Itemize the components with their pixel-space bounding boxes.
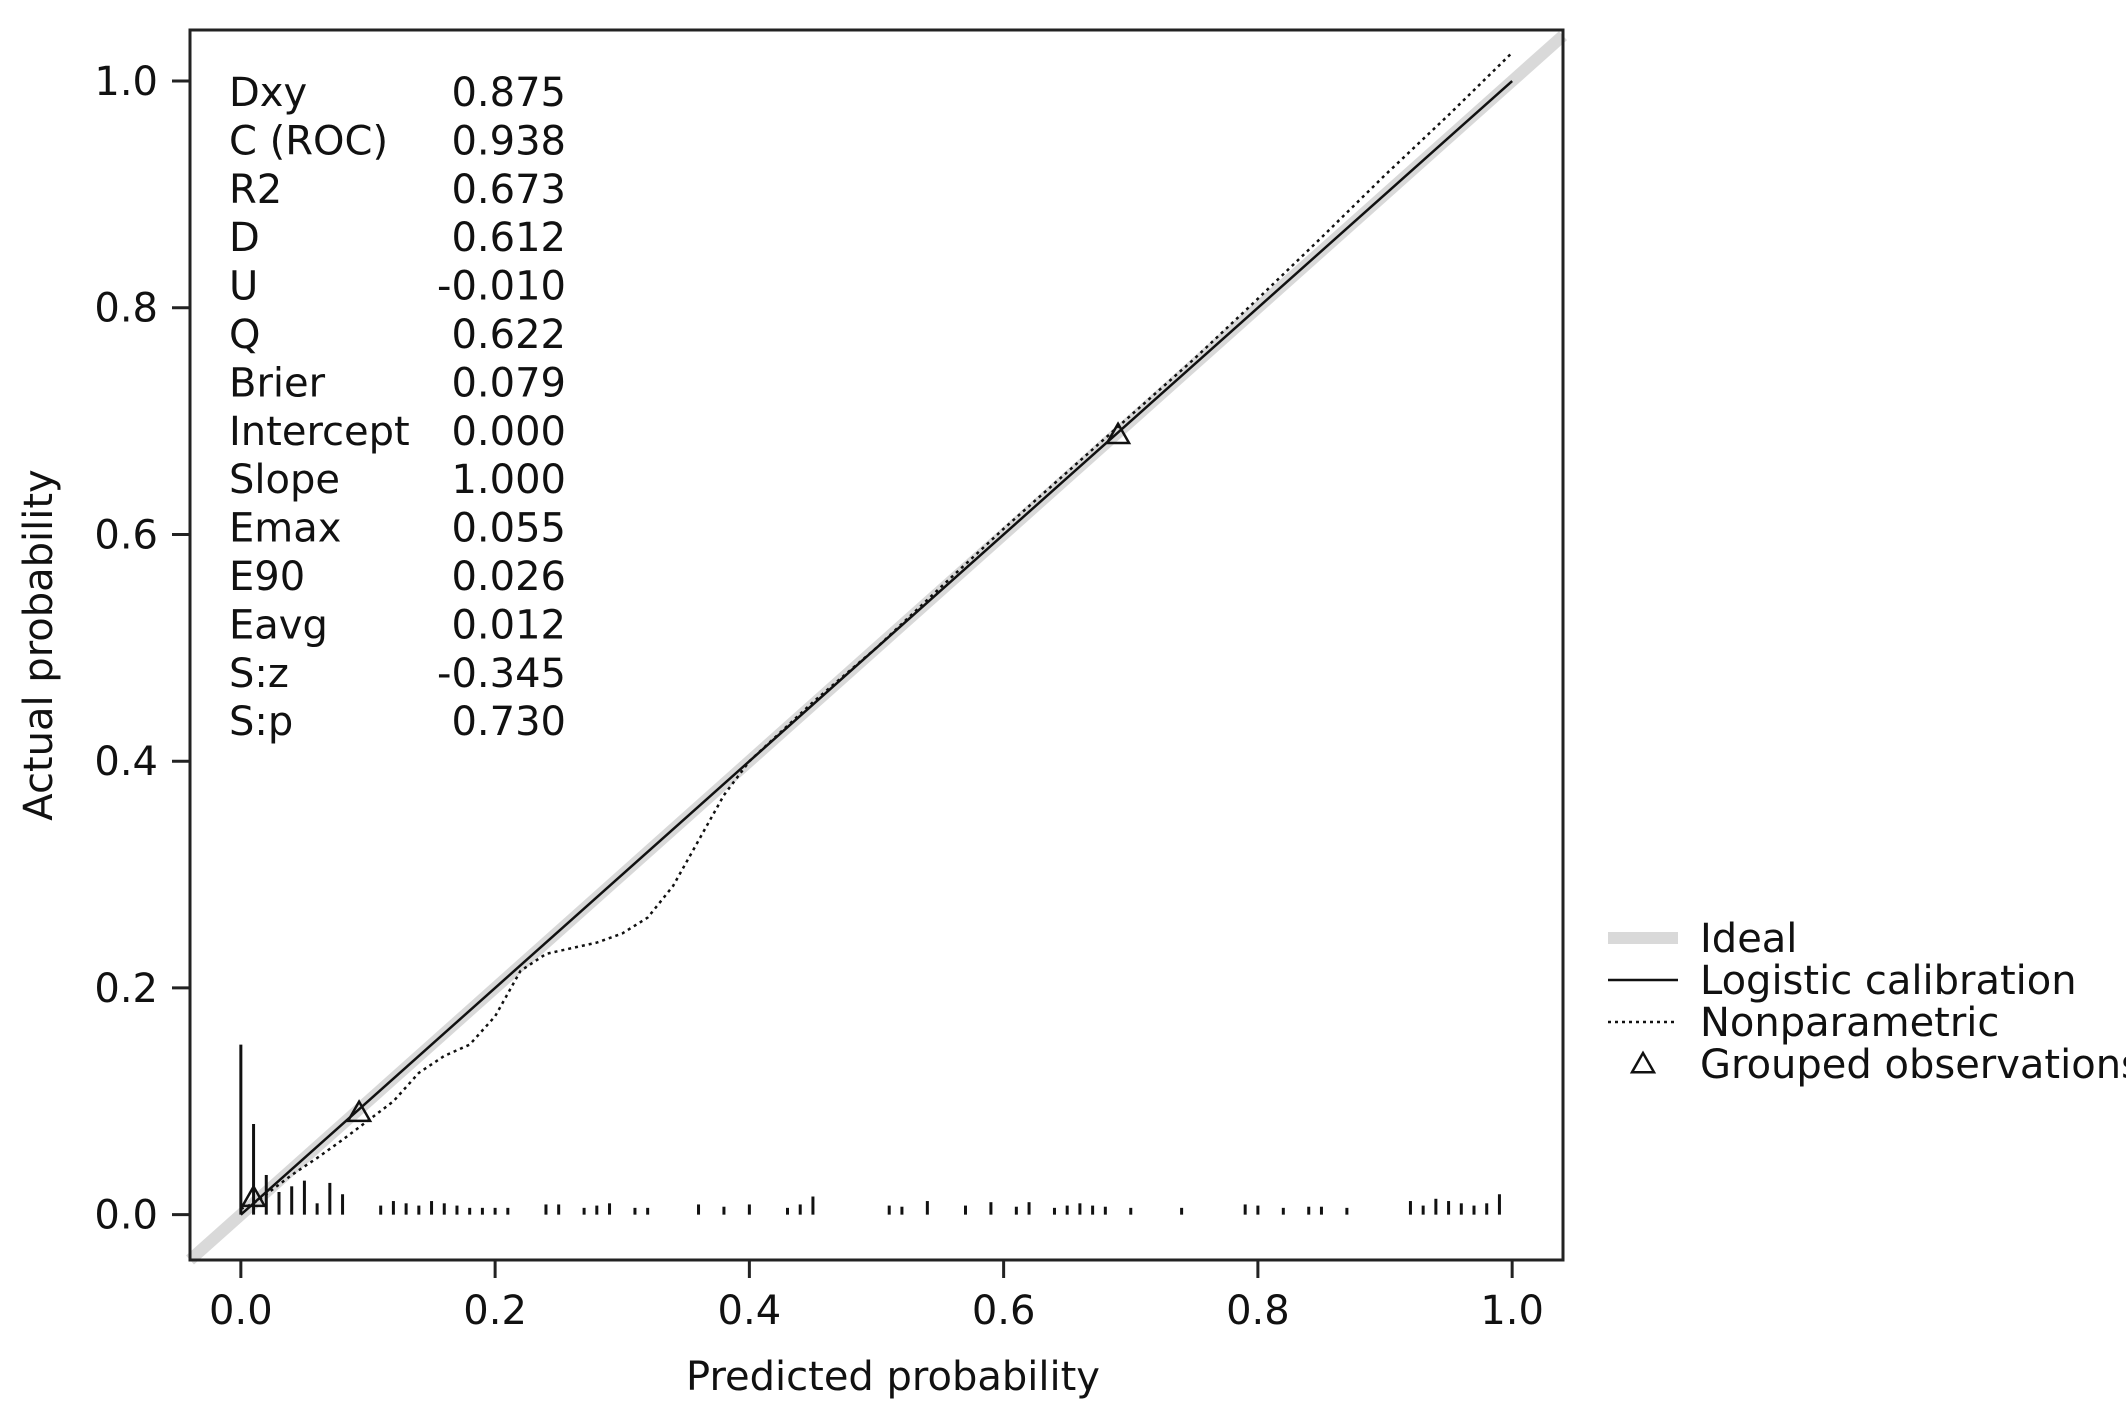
stat-label: C (ROC) xyxy=(229,118,388,164)
y-axis-title: Actual probability xyxy=(16,469,62,820)
grouped-observations-layer xyxy=(240,421,1132,1208)
stat-value: 0.612 xyxy=(451,215,566,261)
stats-block: Dxy 0.875 C (ROC) 0.938 R2 0.673 D 0.612 U -0.010… xyxy=(229,70,566,745)
grouped-observation-point xyxy=(1104,421,1132,445)
x-tick-label: 1.0 xyxy=(1480,1288,1544,1334)
legend-label: Nonparametric xyxy=(1700,1000,1999,1046)
legend-label: Ideal xyxy=(1700,916,1797,962)
x-tick-label: 0.4 xyxy=(718,1288,782,1334)
stat-label: D xyxy=(229,215,260,261)
x-tick-label: 0.6 xyxy=(972,1288,1036,1334)
stat-value: 0.730 xyxy=(451,699,566,745)
nonparametric-line-layer xyxy=(240,51,1513,1211)
stat-value: 0.875 xyxy=(451,70,566,116)
stat-label: U xyxy=(229,264,258,310)
stat-value: -0.345 xyxy=(437,651,566,697)
y-tick-label: 1.0 xyxy=(94,59,158,105)
stat-value: 0.012 xyxy=(451,602,566,648)
stat-value: 0.000 xyxy=(451,409,566,455)
legend-label: Logistic calibration xyxy=(1700,958,2077,1004)
x-tick-label: 0.2 xyxy=(463,1288,527,1334)
stat-label: Slope xyxy=(229,457,340,503)
x-axis: 0.0 0.2 0.4 0.6 0.8 1.0 xyxy=(209,1260,1544,1334)
stat-label: S:p xyxy=(229,699,293,745)
y-tick-label: 0.0 xyxy=(94,1193,158,1239)
stat-value: 0.673 xyxy=(451,167,566,213)
stat-value: 0.622 xyxy=(451,312,566,358)
stat-value: 0.026 xyxy=(451,554,566,600)
y-tick-label: 0.8 xyxy=(94,286,158,332)
x-tick-label: 0.0 xyxy=(209,1288,273,1334)
stat-value: -0.010 xyxy=(437,264,566,310)
stat-label: Emax xyxy=(229,506,341,552)
stat-value: 1.000 xyxy=(451,457,566,503)
x-axis-title: Predicted probability xyxy=(686,1354,1100,1400)
stat-label: E90 xyxy=(229,554,305,600)
rug-layer xyxy=(239,1044,1501,1215)
stat-value: 0.055 xyxy=(451,506,566,552)
grouped-observation-point xyxy=(240,1184,267,1208)
y-axis: 0.0 0.2 0.4 0.6 0.8 1.0 xyxy=(94,59,190,1239)
x-tick-label: 0.8 xyxy=(1226,1288,1290,1334)
y-tick-label: 0.4 xyxy=(94,739,158,785)
y-tick-label: 0.6 xyxy=(94,512,158,558)
stat-label: Q xyxy=(229,312,260,358)
legend-label: Grouped observations xyxy=(1700,1042,2126,1088)
stat-label: Dxy xyxy=(229,70,307,116)
grouped-observation-point xyxy=(345,1099,373,1123)
stat-value: 0.079 xyxy=(451,360,566,406)
stat-label: S:z xyxy=(229,651,289,697)
stat-label: Brier xyxy=(229,360,326,406)
nonparametric-line xyxy=(240,51,1513,1211)
stat-label: Intercept xyxy=(229,409,410,455)
stat-value: 0.938 xyxy=(451,118,566,164)
y-tick-label: 0.2 xyxy=(94,966,158,1012)
plot-frame xyxy=(188,28,1565,1262)
stat-label: R2 xyxy=(229,167,282,213)
legend-swatch-grouped xyxy=(1629,1050,1657,1074)
stat-label: Eavg xyxy=(229,602,328,648)
